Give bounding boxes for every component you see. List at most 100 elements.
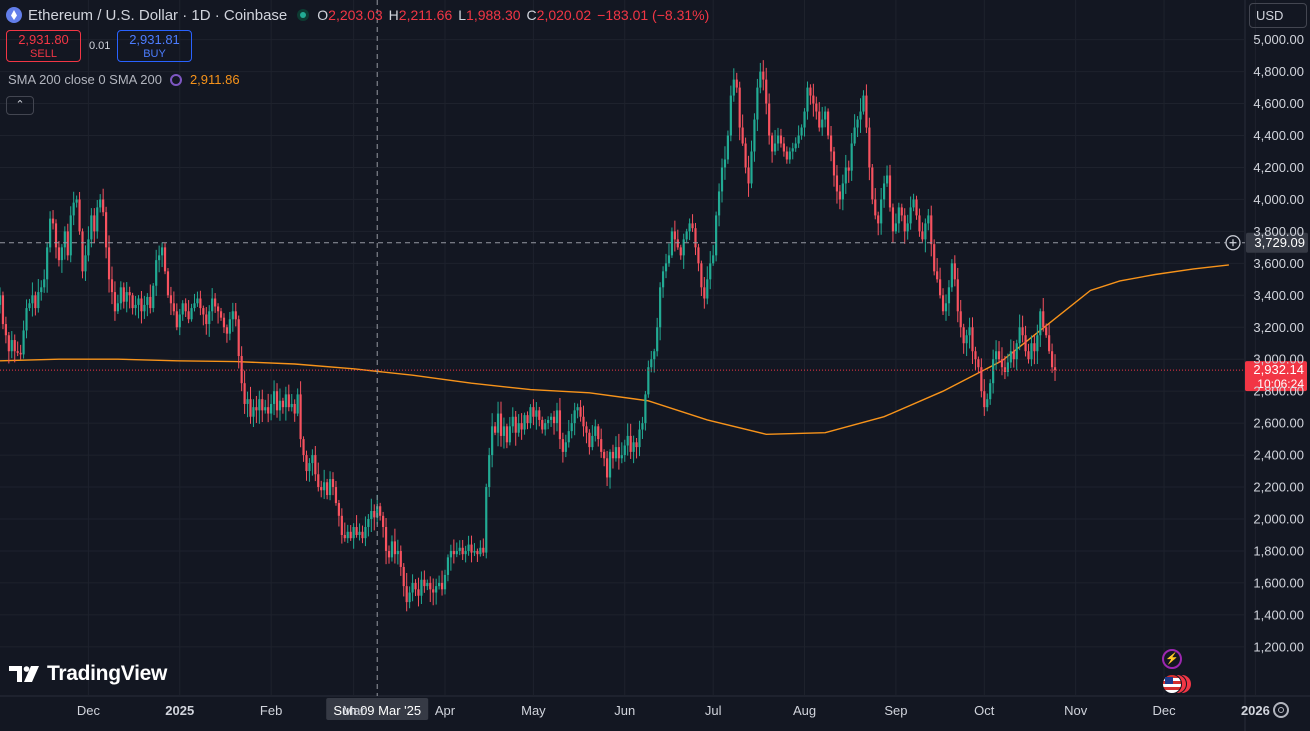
price-tick-label: 3,600.00 [1253,256,1304,271]
candle-body [493,426,497,433]
candle-body [287,394,290,408]
candle-body [402,566,405,587]
candle-body [16,351,19,353]
candle-body [635,442,638,448]
candle-body [284,394,287,408]
collapse-legend-button[interactable]: ⌃ [6,96,34,115]
candle-body [326,482,329,496]
time-tick-label: Dec [1153,703,1177,718]
candle-body [750,151,753,184]
time-tick-label: Feb [260,703,282,718]
candle-body [617,447,620,459]
candle-body [685,231,688,240]
candle-body [532,407,535,417]
candle-body [420,579,423,596]
candle-body [523,415,526,430]
candle-body [93,215,96,232]
sell-button[interactable]: 2,931.80 SELL [6,30,81,62]
candle-body [930,215,933,245]
candle-body [974,351,977,360]
currency-selector[interactable]: USD [1249,3,1307,28]
lightning-icon[interactable]: ⚡ [1162,649,1182,669]
time-tick-label: 2025 [165,703,194,718]
bar-countdown-label: 10:06:24 [1257,377,1304,391]
candle-body [19,352,22,355]
candle-body [585,426,588,433]
candle-body [311,455,314,464]
candle-body [856,119,859,128]
crosshair-date-label: Sun 09 Mar '25 [333,703,421,718]
candle-body [709,263,712,280]
candle-body [850,143,853,171]
candle-body [228,319,231,334]
candle-body [544,423,547,430]
buy-button[interactable]: 2,931.81 BUY [117,30,192,62]
candle-body [293,403,296,414]
candle-body [473,550,476,553]
time-tick-label: Oct [974,703,995,718]
candle-body [897,207,900,224]
symbol-title[interactable]: Ethereum / U.S. Dollar · 1D · Coinbase [28,6,288,24]
candle-body [894,223,897,232]
settings-gear-icon[interactable] [1273,702,1289,718]
candle-body [638,429,641,448]
candle-body [184,303,187,312]
candle-body [918,215,921,232]
sell-price: 2,931.80 [18,32,69,47]
us-flag-icon [1162,674,1182,694]
low-value: 1,988.30 [466,7,521,23]
candle-body [676,239,679,248]
candle-body [461,547,464,555]
candle-body [119,287,122,304]
candle-body [735,79,738,88]
candle-body [891,207,895,232]
candle-body [529,407,532,424]
candle-body [1012,351,1015,360]
candle-body [320,487,323,491]
candle-body [968,327,971,336]
candle-body [835,175,839,192]
time-tick-label: Dec [77,703,101,718]
candle-body [756,87,759,120]
candle-body [809,87,812,96]
sma-settings-icon[interactable] [169,73,182,86]
candle-body [874,199,877,216]
candle-body [349,531,352,539]
candle-body [305,455,308,472]
candle-body [225,327,229,334]
sma-indicator-legend[interactable]: SMA 200 close 0 SMA 200 2,911.86 [8,72,240,87]
sma-200-line [0,264,1229,436]
time-tick-label: Apr [435,703,456,718]
candle-body [847,167,850,171]
candle-body [732,79,735,96]
candle-body [700,263,703,288]
candle-body [384,526,388,551]
candle-body [267,407,270,414]
candle-body [753,119,756,152]
candle-body [650,359,653,368]
candle-body [479,547,482,555]
candle-body [771,135,774,152]
candle-body [505,426,508,443]
candle-body [367,519,370,527]
candle-body [202,308,205,315]
candle-body [275,391,279,411]
candle-body [128,292,131,296]
candle-body [768,103,771,136]
candle-body [48,218,52,248]
tradingview-logo[interactable]: TradingView [9,662,167,686]
candle-body [37,292,40,309]
candle-body [240,356,243,384]
candle-body [390,541,394,558]
price-tick-label: 3,000.00 [1253,352,1304,367]
economic-events-flags[interactable] [1162,674,1192,694]
chart-legend-header[interactable]: Ethereum / U.S. Dollar · 1D · Coinbase O… [6,5,709,25]
candle-body [977,359,980,368]
candle-body [214,298,217,307]
candle-body [152,285,155,309]
price-tick-label: 3,800.00 [1253,224,1304,239]
candle-body [270,403,273,414]
candle-body [7,335,10,352]
candle-body [376,506,379,518]
